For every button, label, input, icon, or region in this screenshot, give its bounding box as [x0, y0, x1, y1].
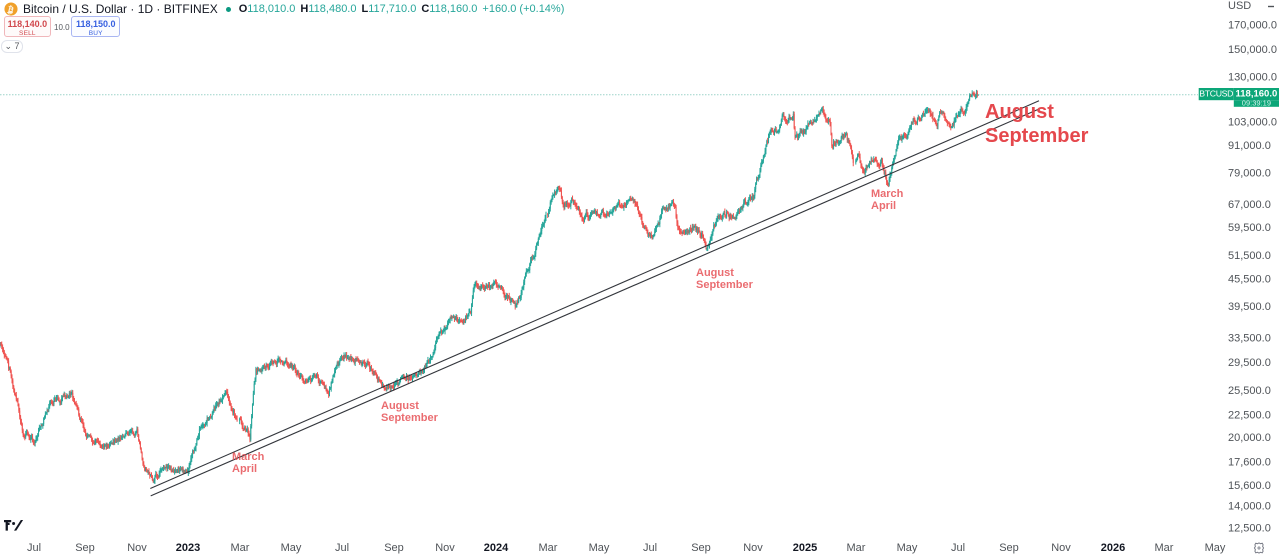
svg-text:25,500.0: 25,500.0 — [1228, 385, 1271, 397]
svg-text:14,000.0: 14,000.0 — [1228, 501, 1271, 513]
svg-text:Jul: Jul — [335, 542, 349, 554]
svg-text:Nov: Nov — [1051, 542, 1071, 554]
svg-text:2026: 2026 — [1101, 542, 1125, 554]
svg-text:Mar: Mar — [1155, 542, 1174, 554]
svg-text:103,000.0: 103,000.0 — [1228, 116, 1277, 128]
svg-text:2025: 2025 — [793, 542, 817, 554]
svg-text:BTCUSD: BTCUSD — [1199, 89, 1233, 99]
svg-text:May: May — [589, 542, 610, 554]
svg-text:22,500.0: 22,500.0 — [1228, 409, 1271, 421]
svg-text:Mar: Mar — [539, 542, 558, 554]
svg-text:Mar: Mar — [231, 542, 250, 554]
svg-text:2024: 2024 — [484, 542, 509, 554]
svg-text:September: September — [381, 412, 439, 424]
svg-text:August: August — [381, 400, 419, 412]
svg-text:Nov: Nov — [743, 542, 763, 554]
svg-text:Jul: Jul — [643, 542, 657, 554]
svg-text:May: May — [281, 542, 302, 554]
svg-text:September: September — [696, 279, 754, 291]
svg-text:12,500.0: 12,500.0 — [1228, 523, 1271, 535]
svg-text:150,000.0: 150,000.0 — [1228, 44, 1277, 56]
svg-text:2023: 2023 — [176, 542, 200, 554]
svg-text:67,000.0: 67,000.0 — [1228, 199, 1271, 211]
svg-text:130,000.0: 130,000.0 — [1228, 71, 1277, 83]
svg-text:Sep: Sep — [75, 542, 95, 554]
svg-text:April: April — [232, 463, 257, 475]
svg-text:Jul: Jul — [951, 542, 965, 554]
svg-text:33,500.0: 33,500.0 — [1228, 333, 1271, 345]
svg-text:09:39:19: 09:39:19 — [1242, 99, 1271, 108]
svg-text:29,500.0: 29,500.0 — [1228, 357, 1271, 369]
svg-text:September: September — [985, 125, 1089, 147]
svg-text:Jul: Jul — [27, 542, 41, 554]
svg-text:March: March — [871, 188, 904, 200]
svg-text:51,500.0: 51,500.0 — [1228, 250, 1271, 262]
svg-text:15,600.0: 15,600.0 — [1228, 480, 1271, 492]
svg-text:45,500.0: 45,500.0 — [1228, 274, 1271, 286]
svg-text:March: March — [232, 451, 265, 463]
svg-text:Sep: Sep — [384, 542, 404, 554]
svg-text:April: April — [871, 200, 896, 212]
svg-text:Sep: Sep — [691, 542, 711, 554]
svg-text:May: May — [1205, 542, 1226, 554]
svg-text:59,500.0: 59,500.0 — [1228, 222, 1271, 234]
svg-text:August: August — [696, 267, 734, 279]
svg-text:20,000.0: 20,000.0 — [1228, 432, 1271, 444]
svg-text:79,000.0: 79,000.0 — [1228, 167, 1271, 179]
svg-text:Nov: Nov — [435, 542, 455, 554]
svg-text:91,000.0: 91,000.0 — [1228, 140, 1271, 152]
svg-text:39,500.0: 39,500.0 — [1228, 301, 1271, 313]
svg-text:Mar: Mar — [847, 542, 866, 554]
svg-text:August: August — [985, 101, 1054, 123]
svg-text:Nov: Nov — [127, 542, 147, 554]
svg-text:17,600.0: 17,600.0 — [1228, 457, 1271, 469]
svg-text:May: May — [897, 542, 918, 554]
svg-text:Sep: Sep — [999, 542, 1019, 554]
svg-text:170,000.0: 170,000.0 — [1228, 20, 1277, 32]
